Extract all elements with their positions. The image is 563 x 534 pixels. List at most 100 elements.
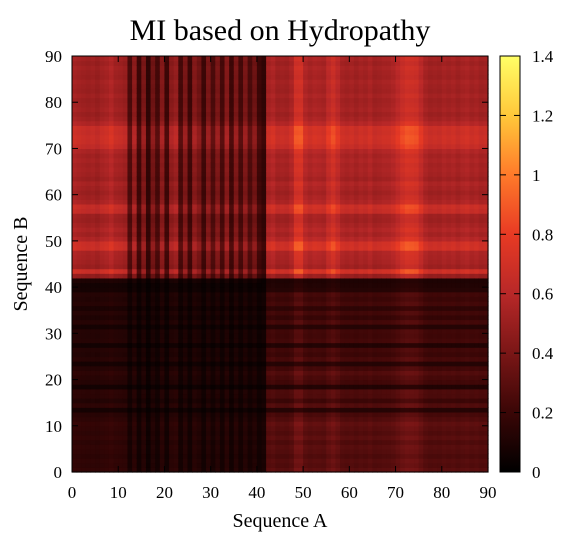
heatmap-cell xyxy=(275,365,281,371)
heatmap-cell xyxy=(275,300,281,307)
heatmap-cell xyxy=(316,171,323,177)
heatmap-cell xyxy=(266,199,272,205)
heatmap-cell xyxy=(326,411,332,418)
heatmap-cell xyxy=(81,208,87,214)
heatmap-cell xyxy=(243,282,249,288)
heatmap-cell xyxy=(270,430,276,436)
heatmap-cell xyxy=(270,287,276,293)
heatmap-cell xyxy=(136,199,142,205)
heatmap-cell xyxy=(201,143,207,150)
heatmap-cell xyxy=(261,296,267,302)
heatmap-cell xyxy=(303,324,309,330)
heatmap-cell xyxy=(72,106,78,113)
heatmap-cell xyxy=(215,453,221,459)
heatmap-cell xyxy=(321,439,327,445)
heatmap-cell xyxy=(224,333,230,339)
heatmap-cell xyxy=(85,139,92,145)
heatmap-cell xyxy=(192,231,198,237)
heatmap-cell xyxy=(187,328,193,334)
heatmap-cell xyxy=(122,310,129,316)
heatmap-cell xyxy=(150,421,156,427)
heatmap-cell xyxy=(187,421,193,427)
heatmap-cell xyxy=(210,102,216,108)
heatmap-cell xyxy=(321,305,327,311)
heatmap-cell xyxy=(316,65,323,71)
heatmap-cell xyxy=(206,227,212,233)
heatmap-cell xyxy=(284,199,290,205)
heatmap-cell xyxy=(238,356,244,362)
heatmap-cell xyxy=(233,157,239,163)
heatmap-cell xyxy=(275,171,281,177)
heatmap-cell xyxy=(127,351,133,358)
heatmap-cell xyxy=(192,171,198,177)
heatmap-cell xyxy=(95,374,101,381)
heatmap-cell xyxy=(215,365,221,371)
heatmap-cell xyxy=(229,69,235,76)
heatmap-cell xyxy=(150,56,156,62)
heatmap-cell xyxy=(224,111,230,117)
heatmap-cell xyxy=(155,439,161,445)
heatmap-cell xyxy=(261,273,267,279)
heatmap-cell xyxy=(321,310,327,316)
heatmap-cell xyxy=(99,407,105,413)
heatmap-cell xyxy=(219,92,226,99)
heatmap-cell xyxy=(182,60,189,66)
heatmap-cell xyxy=(316,208,323,214)
heatmap-cell xyxy=(252,453,258,459)
heatmap-cell xyxy=(321,324,327,330)
heatmap-cell xyxy=(275,264,281,270)
heatmap-cell xyxy=(169,268,175,274)
heatmap-cell xyxy=(312,60,318,66)
heatmap-cell xyxy=(192,97,198,103)
heatmap-cell xyxy=(238,287,244,293)
heatmap-cell xyxy=(326,351,332,358)
heatmap-cell xyxy=(155,116,161,122)
heatmap-cell xyxy=(127,171,133,177)
heatmap-cell xyxy=(247,430,253,436)
heatmap-cell xyxy=(270,300,276,307)
heatmap-cell xyxy=(159,421,166,427)
heatmap-cell xyxy=(95,425,101,431)
heatmap-cell xyxy=(155,180,161,187)
heatmap-cell xyxy=(293,439,300,445)
heatmap-cell xyxy=(127,74,133,80)
heatmap-cell xyxy=(173,166,179,173)
heatmap-cell xyxy=(303,213,309,219)
heatmap-cell xyxy=(316,430,323,436)
heatmap-cell xyxy=(312,273,318,279)
heatmap-cell xyxy=(210,217,216,223)
heatmap-cell xyxy=(113,411,119,418)
heatmap-cell xyxy=(108,157,115,163)
heatmap-cell xyxy=(122,388,129,395)
heatmap-cell xyxy=(210,430,216,436)
heatmap-cell xyxy=(155,374,161,381)
heatmap-cell xyxy=(261,379,267,385)
heatmap-cell xyxy=(261,411,267,418)
heatmap-cell xyxy=(182,458,189,464)
heatmap-cell xyxy=(85,448,92,455)
heatmap-cell xyxy=(81,74,87,80)
heatmap-cell xyxy=(326,305,332,311)
heatmap-cell xyxy=(266,444,272,450)
heatmap-cell xyxy=(201,314,207,321)
heatmap-cell xyxy=(99,240,105,247)
heatmap-cell xyxy=(312,222,318,228)
heatmap-cell xyxy=(141,407,147,413)
heatmap-cell xyxy=(293,379,300,385)
heatmap-cell xyxy=(280,203,286,210)
heatmap-cell xyxy=(122,296,129,302)
heatmap-cell xyxy=(122,365,129,371)
heatmap-cell xyxy=(238,88,244,94)
heatmap-cell xyxy=(164,328,170,334)
heatmap-cell xyxy=(155,139,161,145)
heatmap-cell xyxy=(164,171,170,177)
heatmap-cell xyxy=(182,324,189,330)
heatmap-cell xyxy=(289,264,295,270)
heatmap-cell xyxy=(243,448,249,455)
heatmap-cell xyxy=(122,351,129,358)
heatmap-cell xyxy=(321,254,327,260)
heatmap-cell xyxy=(178,319,184,325)
heatmap-cell xyxy=(145,166,152,173)
heatmap-cell xyxy=(243,351,249,358)
heatmap-cell xyxy=(81,379,87,385)
